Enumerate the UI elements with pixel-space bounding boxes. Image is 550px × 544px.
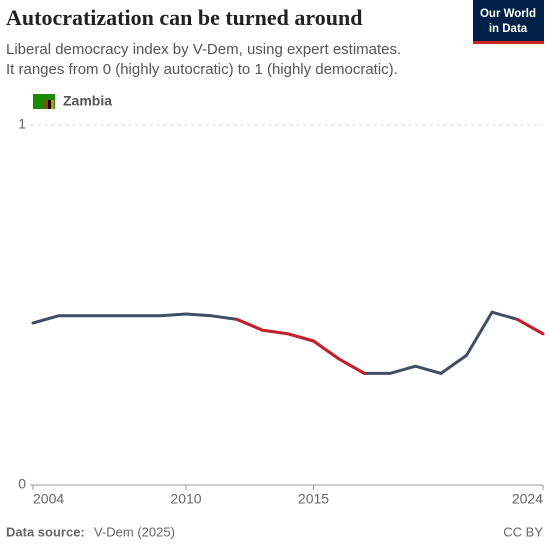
y-tick-label: 1 — [18, 116, 26, 132]
logo-text: Our World — [480, 8, 536, 20]
logo — [473, 0, 544, 44]
legend-label: Zambia — [63, 93, 112, 109]
line-highlight — [235, 317, 366, 375]
logo-bar — [473, 41, 544, 44]
x-tick-label: 2015 — [298, 491, 329, 507]
x-tick-label: 2004 — [33, 491, 64, 507]
license: CC BY — [503, 524, 543, 539]
line-highlight — [516, 317, 545, 336]
source: V-Dem (2025) — [94, 524, 175, 539]
y-tick-label: 0 — [18, 476, 26, 492]
source-label: Data source: — [6, 524, 85, 539]
chart-title: Autocratization can be turned around — [6, 5, 363, 30]
x-tick-label: 2024 — [512, 491, 543, 507]
line — [31, 310, 545, 375]
subtitle: It ranges from 0 (highly autocratic) to … — [6, 61, 398, 78]
subtitle: Liberal democracy index by V-Dem, using … — [6, 41, 401, 58]
x-tick-label: 2010 — [170, 491, 201, 507]
legend-icon — [33, 94, 55, 109]
logo-text: in Data — [489, 23, 528, 35]
